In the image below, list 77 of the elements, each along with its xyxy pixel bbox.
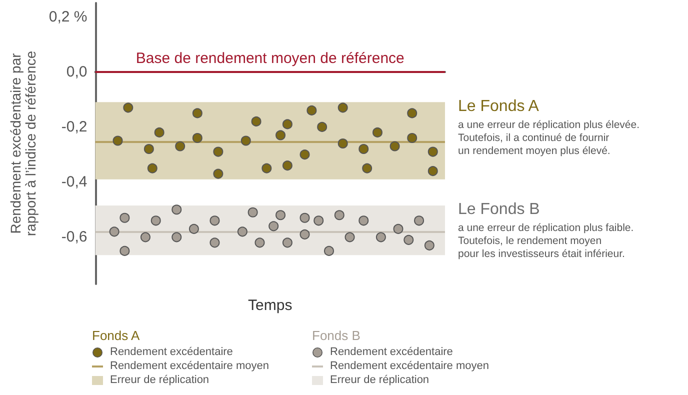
legend-label: Rendement excédentaire moyen <box>330 360 489 372</box>
point <box>358 144 369 154</box>
point <box>276 130 286 140</box>
point <box>300 229 310 240</box>
point <box>123 102 134 113</box>
point <box>334 210 344 220</box>
point <box>251 116 262 126</box>
point <box>188 224 199 234</box>
y-axis-title: Rendement excédentaire par rapport à l’indice de référence <box>8 50 38 236</box>
point <box>404 234 414 245</box>
point <box>150 216 161 226</box>
legend-label: Rendement excédentaire <box>330 346 453 358</box>
point <box>192 132 202 143</box>
legend-label: Rendement excédentaire <box>110 346 233 358</box>
y-tick-label: 0,0 <box>66 63 88 80</box>
text: Le Fonds B <box>458 201 540 220</box>
point <box>407 108 418 118</box>
point <box>376 232 386 242</box>
point <box>276 210 286 220</box>
point <box>414 216 424 226</box>
point <box>300 150 310 160</box>
ref-line-label: Base de rendement moyen de référence <box>136 50 404 67</box>
point <box>306 105 317 116</box>
point <box>282 160 292 171</box>
point <box>372 127 382 138</box>
point <box>362 163 372 174</box>
point <box>324 246 334 256</box>
point <box>314 216 324 226</box>
legend-label: Erreur de réplication <box>330 374 430 386</box>
point <box>344 232 355 242</box>
y-tick-label: 0,2 % <box>48 8 88 26</box>
legend-label: Rendement excédentaire moyen <box>110 360 269 372</box>
point <box>140 232 150 242</box>
point <box>248 207 258 218</box>
point <box>112 136 123 146</box>
point <box>120 212 130 223</box>
point <box>358 216 369 226</box>
point <box>338 102 348 113</box>
point <box>254 238 265 248</box>
point <box>192 108 202 118</box>
text: Fonds A <box>92 328 141 343</box>
point <box>240 136 251 146</box>
point <box>210 216 220 226</box>
point <box>144 144 154 154</box>
point <box>109 226 120 237</box>
point <box>338 138 348 148</box>
point <box>300 212 310 223</box>
y-tick-label: -0,4 <box>61 174 88 191</box>
point <box>213 146 224 157</box>
text: a une erreur de réplication plus faible. Toutefois, le rendement moyen pour les investisseurs était inférieur. <box>458 222 634 262</box>
point <box>390 141 400 152</box>
y-tick-label: -0,2 <box>61 118 88 136</box>
point <box>393 224 404 234</box>
y-tick-label: -0,6 <box>61 228 88 246</box>
legend-label: Erreur de réplication <box>110 374 210 386</box>
point <box>172 204 182 215</box>
point <box>175 141 186 152</box>
point <box>213 168 224 179</box>
point <box>282 119 292 130</box>
point <box>317 122 328 132</box>
text: Le Fonds A <box>458 98 539 116</box>
text: Fonds B <box>312 328 362 343</box>
point <box>407 132 418 143</box>
point <box>262 163 272 174</box>
point <box>147 163 158 174</box>
point <box>428 146 438 157</box>
point <box>424 240 434 250</box>
point <box>268 221 279 232</box>
point <box>120 246 130 256</box>
point <box>428 166 438 176</box>
point <box>237 226 248 237</box>
point <box>154 127 164 138</box>
point <box>172 232 182 242</box>
text: a une erreur de réplication plus élevée. Toutefois, il a continué de fournir un rendement moyen plus élevé. <box>458 119 640 158</box>
point <box>210 238 220 248</box>
x-axis-title: Temps <box>248 297 292 314</box>
point <box>282 238 292 248</box>
